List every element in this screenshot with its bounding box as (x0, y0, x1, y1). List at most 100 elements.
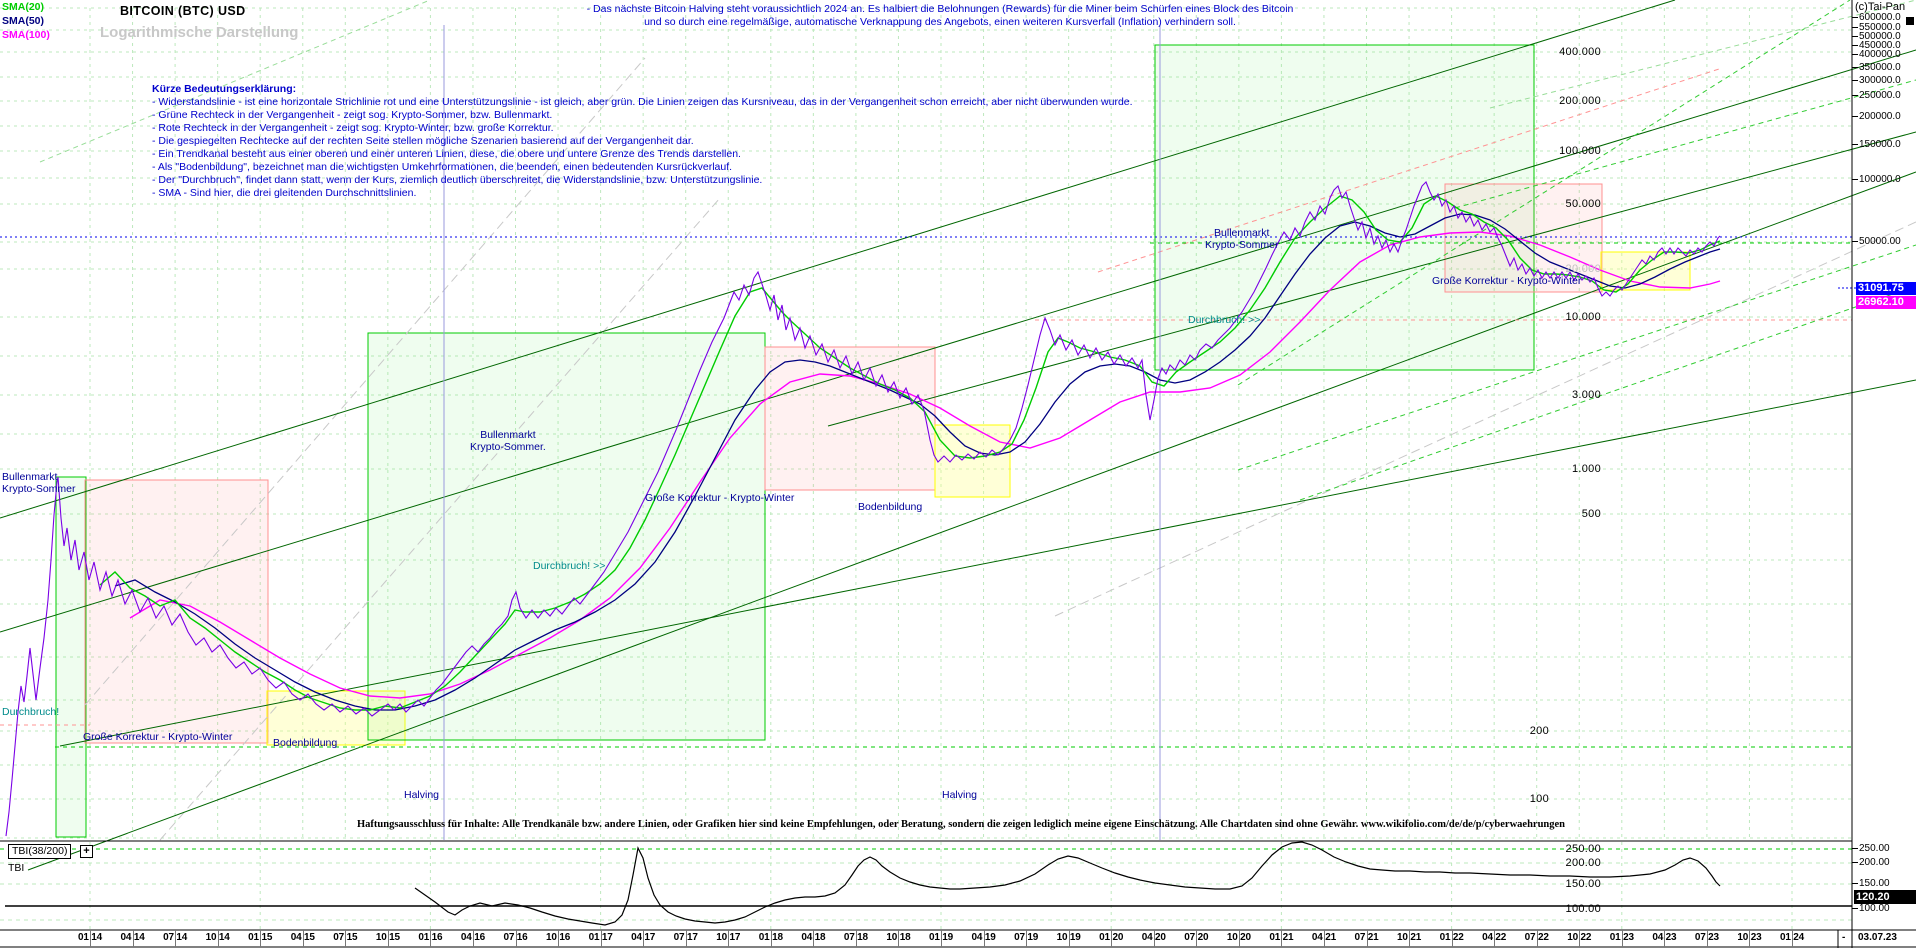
tbi-expand-button[interactable]: + (80, 845, 93, 858)
price-axis-inner-label: 200.000 (1559, 95, 1601, 107)
date-axis-label: 07 22 (1524, 932, 1549, 943)
date-axis-label: 04 15 (290, 932, 315, 943)
date-axis-label: 07 20 (1184, 932, 1209, 943)
explanation-line: - Der "Durchbruch", findet dann statt, w… (152, 174, 763, 186)
trend-channel-layer (0, 0, 1916, 871)
explanation-heading: Kürze Bedeutungserklärung: (152, 83, 297, 95)
date-axis-label: 04 17 (631, 932, 656, 943)
date-axis-label: 07 19 (1014, 932, 1039, 943)
halving-label: Halving (942, 789, 978, 801)
price-axis-right-label: 500000.0 (1859, 31, 1901, 42)
axis-tick (1852, 27, 1858, 28)
sma50-line (114, 213, 1721, 711)
date-axis-tick (1153, 930, 1155, 947)
date-axis-label: 07 17 (673, 932, 698, 943)
trend-line-base (59, 379, 1916, 747)
axis-tick (1852, 144, 1858, 145)
date-axis-label: 01 21 (1269, 932, 1294, 943)
bull-market-line2: Krypto-Sommer (2, 483, 76, 495)
date-axis-label: 04 22 (1482, 932, 1507, 943)
date-axis-tick (558, 930, 560, 947)
future-support-diag-2 (1237, 0, 1851, 386)
tbi-line (414, 841, 1721, 926)
date-axis-label: 01 24 (1779, 932, 1805, 943)
explanation-line: - Rote Rechteck in der Vergangenheit - z… (152, 122, 554, 134)
legend-sma50: SMA(50) (2, 15, 45, 27)
date-axis-label: 10 19 (1056, 932, 1081, 943)
halving-label: Halving (404, 789, 440, 801)
price-axis-inner-label: 3.000 (1571, 389, 1601, 401)
date-axis-label: 01 17 (588, 932, 613, 943)
bottom-formation-label: Bodenbildung (273, 737, 338, 749)
axis-tick (1852, 54, 1858, 55)
grid-layer (0, 7, 1852, 929)
bull-rect-2013 (55, 476, 87, 838)
bull-market-line2: Krypto-Sommer. (470, 441, 546, 453)
date-axis-tick (1196, 930, 1198, 947)
price-axis-right-label: 300000.0 (1859, 75, 1901, 86)
axis-tick (1852, 95, 1858, 96)
tbi-indicator-button[interactable]: TBI(38/200) (8, 844, 72, 859)
date-axis-label: 01 22 (1439, 932, 1464, 943)
date-axis-tick (132, 930, 134, 947)
date-axis-tick (387, 930, 389, 947)
tbi-axis-inner-label: 250.00 (1565, 843, 1601, 855)
date-axis-tick (1579, 930, 1581, 947)
date-axis-tick (1706, 930, 1708, 947)
date-axis-tick (1621, 930, 1623, 947)
axis-tick (1852, 862, 1858, 863)
explanation-line: - Grüne Rechteck in der Vergangenheit - … (152, 109, 553, 121)
price-axis-right-label: 550000.0 (1859, 22, 1901, 33)
tbi-axis-inner-label: 200.00 (1565, 857, 1601, 869)
date-axis-label: 01 20 (1099, 932, 1124, 943)
date-axis-tick (1026, 930, 1028, 947)
explanation-line: - Widerstandslinie - ist eine horizontal… (152, 96, 1133, 108)
date-axis-label: 10 15 (375, 932, 400, 943)
axis-tick (1852, 17, 1858, 18)
date-axis-tick (1749, 930, 1751, 947)
legend-sma20: SMA(20) (2, 1, 45, 13)
scale-corner-icon (1906, 17, 1914, 25)
trend-channel-upper (0, 49, 1916, 633)
axis-tick (1852, 80, 1858, 81)
price-line (5, 181, 1721, 837)
explanation-block: Kürze Bedeutungserklärung: - Widerstands… (152, 83, 1133, 200)
price-axis-right-label: 450000.0 (1859, 40, 1901, 51)
date-axis-tick (1323, 930, 1325, 947)
date-axis-label: 04 18 (801, 932, 826, 943)
date-axis-label: 04 20 (1141, 932, 1166, 943)
date-axis-tick (983, 930, 985, 947)
date-axis-label: 07 15 (333, 932, 358, 943)
price-axis-right-label: 150000.0 (1859, 139, 1901, 150)
date-axis-label: 10 16 (546, 932, 571, 943)
axis-tick (1852, 179, 1858, 180)
upper-diag-pale-left (39, 0, 431, 163)
future-support-diag-4 (1299, 285, 1916, 501)
bull-market-line1: Bullenmarkt (1214, 227, 1270, 239)
date-axis-tick (643, 930, 645, 947)
date-axis-label: 04 19 (971, 932, 996, 943)
price-axis-right-label: 200000.0 (1859, 111, 1901, 122)
price-axis-inner-label: 500 (1581, 508, 1601, 520)
date-axis-tick (1281, 930, 1283, 947)
last-price-badge: 31091.75 (1856, 282, 1916, 295)
breakout-label: Durchbruch! (2, 706, 60, 718)
page-title: BITCOIN (BTC) USD (120, 4, 246, 18)
date-axis-label: 07 16 (503, 932, 528, 943)
bull-market-line1: Bullenmarkt (480, 429, 536, 441)
price-axis-right-label: 400000.0 (1859, 49, 1901, 60)
trend-line-mid (827, 131, 1916, 427)
price-series-layer (5, 181, 1721, 926)
bull-rect-2021 (1154, 44, 1535, 371)
date-axis-tick (898, 930, 900, 947)
sma100-value-badge: 26962.10 (1856, 296, 1916, 309)
date-axis-label: 01 19 (928, 932, 954, 943)
explanation-line: - Als "Bodenbildung", bezeichnet man die… (152, 161, 733, 173)
halving-note-line1: - Das nächste Bitcoin Halving steht vora… (586, 3, 1294, 15)
price-axis-inner-label: 200 (1529, 725, 1549, 737)
price-axis-inner-label: 10.000 (1565, 311, 1601, 323)
date-axis-label: 01 23 (1609, 932, 1634, 943)
date-axis-tick (515, 930, 517, 947)
upper-diag-pale-right (1489, 0, 1916, 109)
tbi-axis-right-label: 150.00 (1859, 878, 1890, 889)
